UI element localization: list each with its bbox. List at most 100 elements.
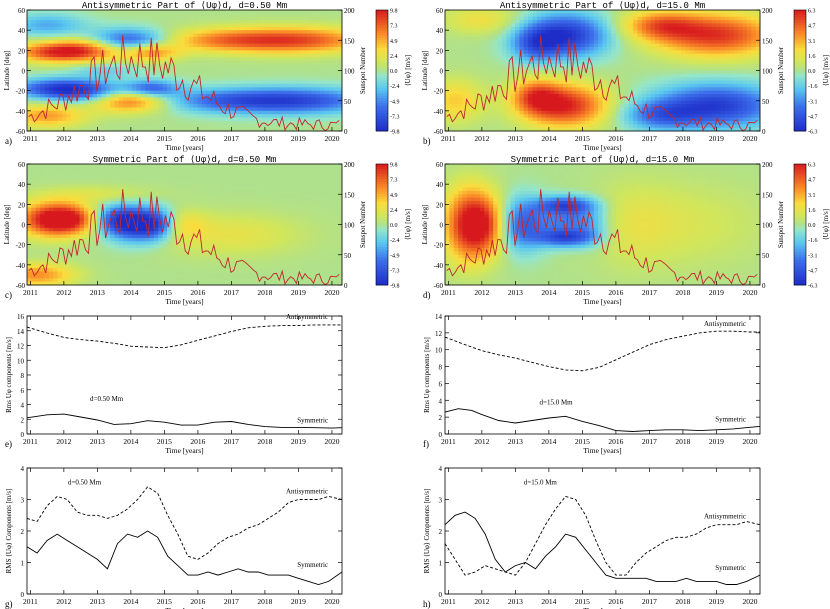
heatmap-cell — [285, 10, 290, 14]
heatmap-cell — [563, 117, 568, 122]
heatmap-cell — [311, 110, 317, 115]
heatmap-cell — [110, 10, 115, 14]
heatmap-cell — [501, 20, 507, 24]
heatmap-cell — [445, 77, 450, 81]
heatmap-cell — [703, 100, 708, 105]
heatmap-cell — [210, 100, 216, 105]
heatmap-cell — [523, 23, 529, 28]
heatmap-cell — [716, 33, 722, 38]
heatmap-cell — [606, 36, 612, 41]
heatmap-cell — [223, 83, 229, 88]
heatmap-cell — [602, 63, 608, 68]
heatmap-cell — [497, 16, 503, 21]
colorbar-tick-label: -7.3 — [390, 114, 400, 120]
heatmap-cell — [624, 127, 630, 132]
heatmap-cell — [62, 107, 67, 112]
heatmap-cell — [92, 57, 98, 61]
heatmap-cell — [532, 124, 538, 129]
heatmap-cell — [215, 16, 220, 21]
heatmap-cell — [550, 107, 555, 112]
heatmap-cell — [79, 63, 85, 68]
heatmap-cell — [471, 90, 477, 95]
heatmap-cell — [83, 36, 89, 41]
heatmap-cell — [145, 40, 150, 45]
heatmap-cell — [646, 120, 652, 125]
heatmap-cell — [324, 67, 330, 71]
heatmap-cell — [598, 57, 603, 61]
heatmap-cell — [153, 63, 159, 68]
heatmap-cell — [558, 46, 564, 51]
heatmap-cell — [681, 67, 687, 71]
heatmap-cell — [79, 33, 85, 38]
heatmap-cell — [475, 97, 481, 102]
heatmap-cell — [298, 94, 304, 98]
heatmap-cell — [453, 110, 459, 115]
heatmap-cell — [302, 13, 308, 18]
heatmap-cell — [293, 16, 299, 21]
heatmap-cell — [554, 20, 560, 24]
heatmap-cell — [110, 33, 115, 38]
year-tick-label: 2020 — [324, 134, 339, 143]
heatmap-cell — [672, 124, 678, 129]
heatmap-cell — [615, 20, 621, 24]
heatmap-cell — [132, 16, 137, 21]
heatmap-cell — [668, 127, 673, 132]
heatmap-cell — [202, 43, 207, 48]
heatmap-cell — [307, 33, 312, 38]
heatmap-cell — [567, 104, 573, 108]
heatmap-cell — [655, 127, 660, 132]
heatmap-cell — [276, 110, 282, 115]
heatmap-cell — [480, 50, 485, 55]
heatmap-cell — [140, 46, 146, 51]
heatmap-cell — [210, 23, 216, 28]
heatmap-cell — [140, 110, 146, 115]
heatmap-cell — [62, 57, 67, 61]
heatmap-cell — [206, 53, 212, 58]
heatmap-cell — [197, 60, 203, 65]
heatmap-cell — [558, 94, 564, 98]
heatmap-cell — [628, 30, 634, 34]
heatmap-cell — [598, 100, 603, 105]
heatmap-cell — [105, 90, 111, 95]
heatmap-cell — [202, 30, 207, 34]
heatmap-cell — [453, 43, 459, 48]
heatmap-cell — [232, 107, 238, 112]
heatmap-cell — [171, 87, 177, 92]
heatmap-cell — [272, 53, 277, 58]
heatmap-cell — [105, 73, 111, 78]
heatmap-cell — [707, 10, 713, 14]
heatmap-cell — [40, 40, 45, 45]
heatmap-cell — [480, 60, 485, 65]
heatmap-cell — [337, 110, 343, 115]
heatmap-cell — [659, 114, 665, 118]
heatmap-cell — [223, 60, 229, 65]
heatmap-cell — [510, 120, 516, 125]
heatmap-cell — [668, 26, 673, 31]
heatmap-cell — [624, 83, 630, 88]
heatmap-cell — [337, 57, 343, 61]
heatmap-cell — [66, 60, 72, 65]
heatmap-cell — [519, 87, 525, 92]
heatmap-cell — [471, 23, 477, 28]
heatmap-cell — [646, 77, 652, 81]
heatmap-cell — [663, 80, 669, 85]
heatmap-cell — [466, 124, 472, 129]
heatmap-cell — [637, 33, 643, 38]
heatmap-cell — [567, 67, 573, 71]
heatmap-cell — [298, 107, 304, 112]
heatmap-cell — [453, 33, 459, 38]
heatmap-cell — [79, 77, 85, 81]
heatmap-cell — [285, 16, 290, 21]
heatmap-cell — [510, 10, 516, 14]
heatmap-cell — [501, 110, 507, 115]
heatmap-cell — [31, 33, 37, 38]
heatmap-cell — [153, 36, 159, 41]
heatmap-cell — [628, 43, 634, 48]
heatmap-cell — [655, 36, 660, 41]
heatmap-cell — [123, 40, 129, 45]
lat-tick-label: -20 — [16, 88, 26, 96]
heatmap-cell — [302, 46, 308, 51]
heatmap-cell — [711, 36, 717, 41]
heatmap-cell — [285, 120, 290, 125]
heatmap-cell — [140, 60, 146, 65]
